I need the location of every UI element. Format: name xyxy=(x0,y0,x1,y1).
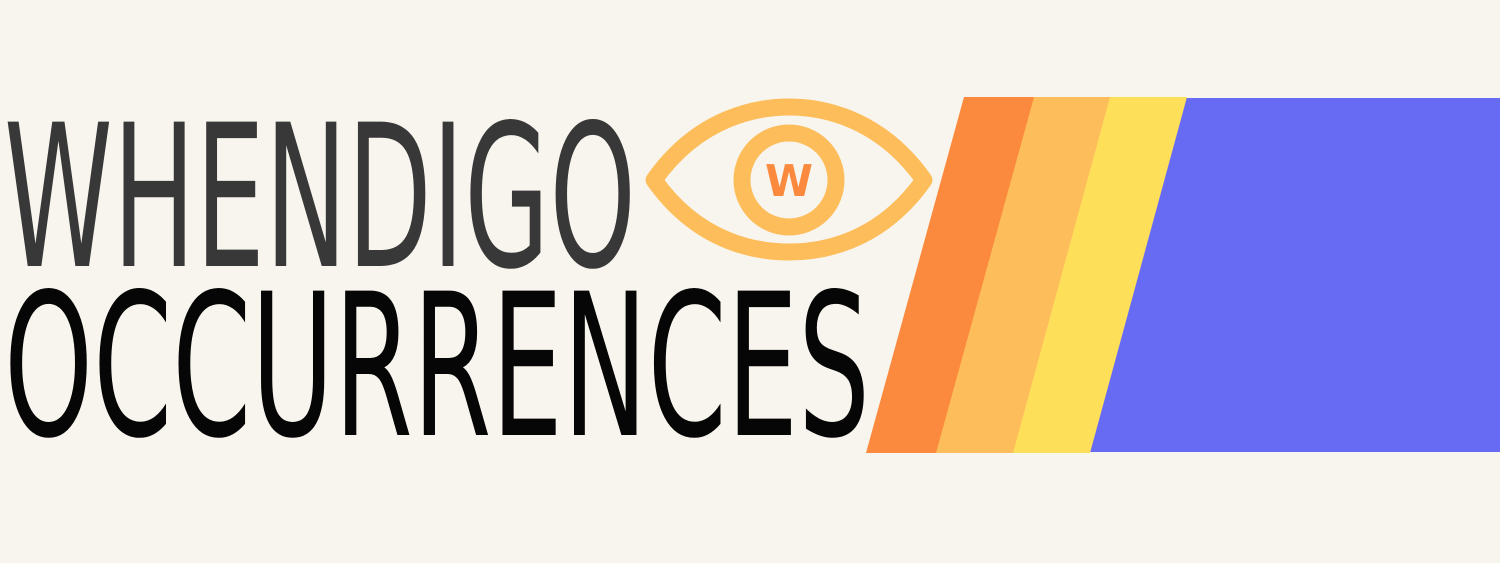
eye-outline xyxy=(645,98,933,261)
eye-icon: W xyxy=(645,98,933,261)
stripe-orange xyxy=(866,97,1034,453)
stripe-blue xyxy=(1089,98,1500,452)
stripes xyxy=(866,97,1500,453)
brand-line2: OCCURRENCES xyxy=(4,251,870,482)
eye-letter: W xyxy=(765,156,813,207)
brand-line1: WHENDIGO xyxy=(4,82,636,313)
stripe-light-orange xyxy=(935,97,1110,453)
eye-iris xyxy=(733,124,845,236)
stripe-yellow xyxy=(1012,97,1187,453)
